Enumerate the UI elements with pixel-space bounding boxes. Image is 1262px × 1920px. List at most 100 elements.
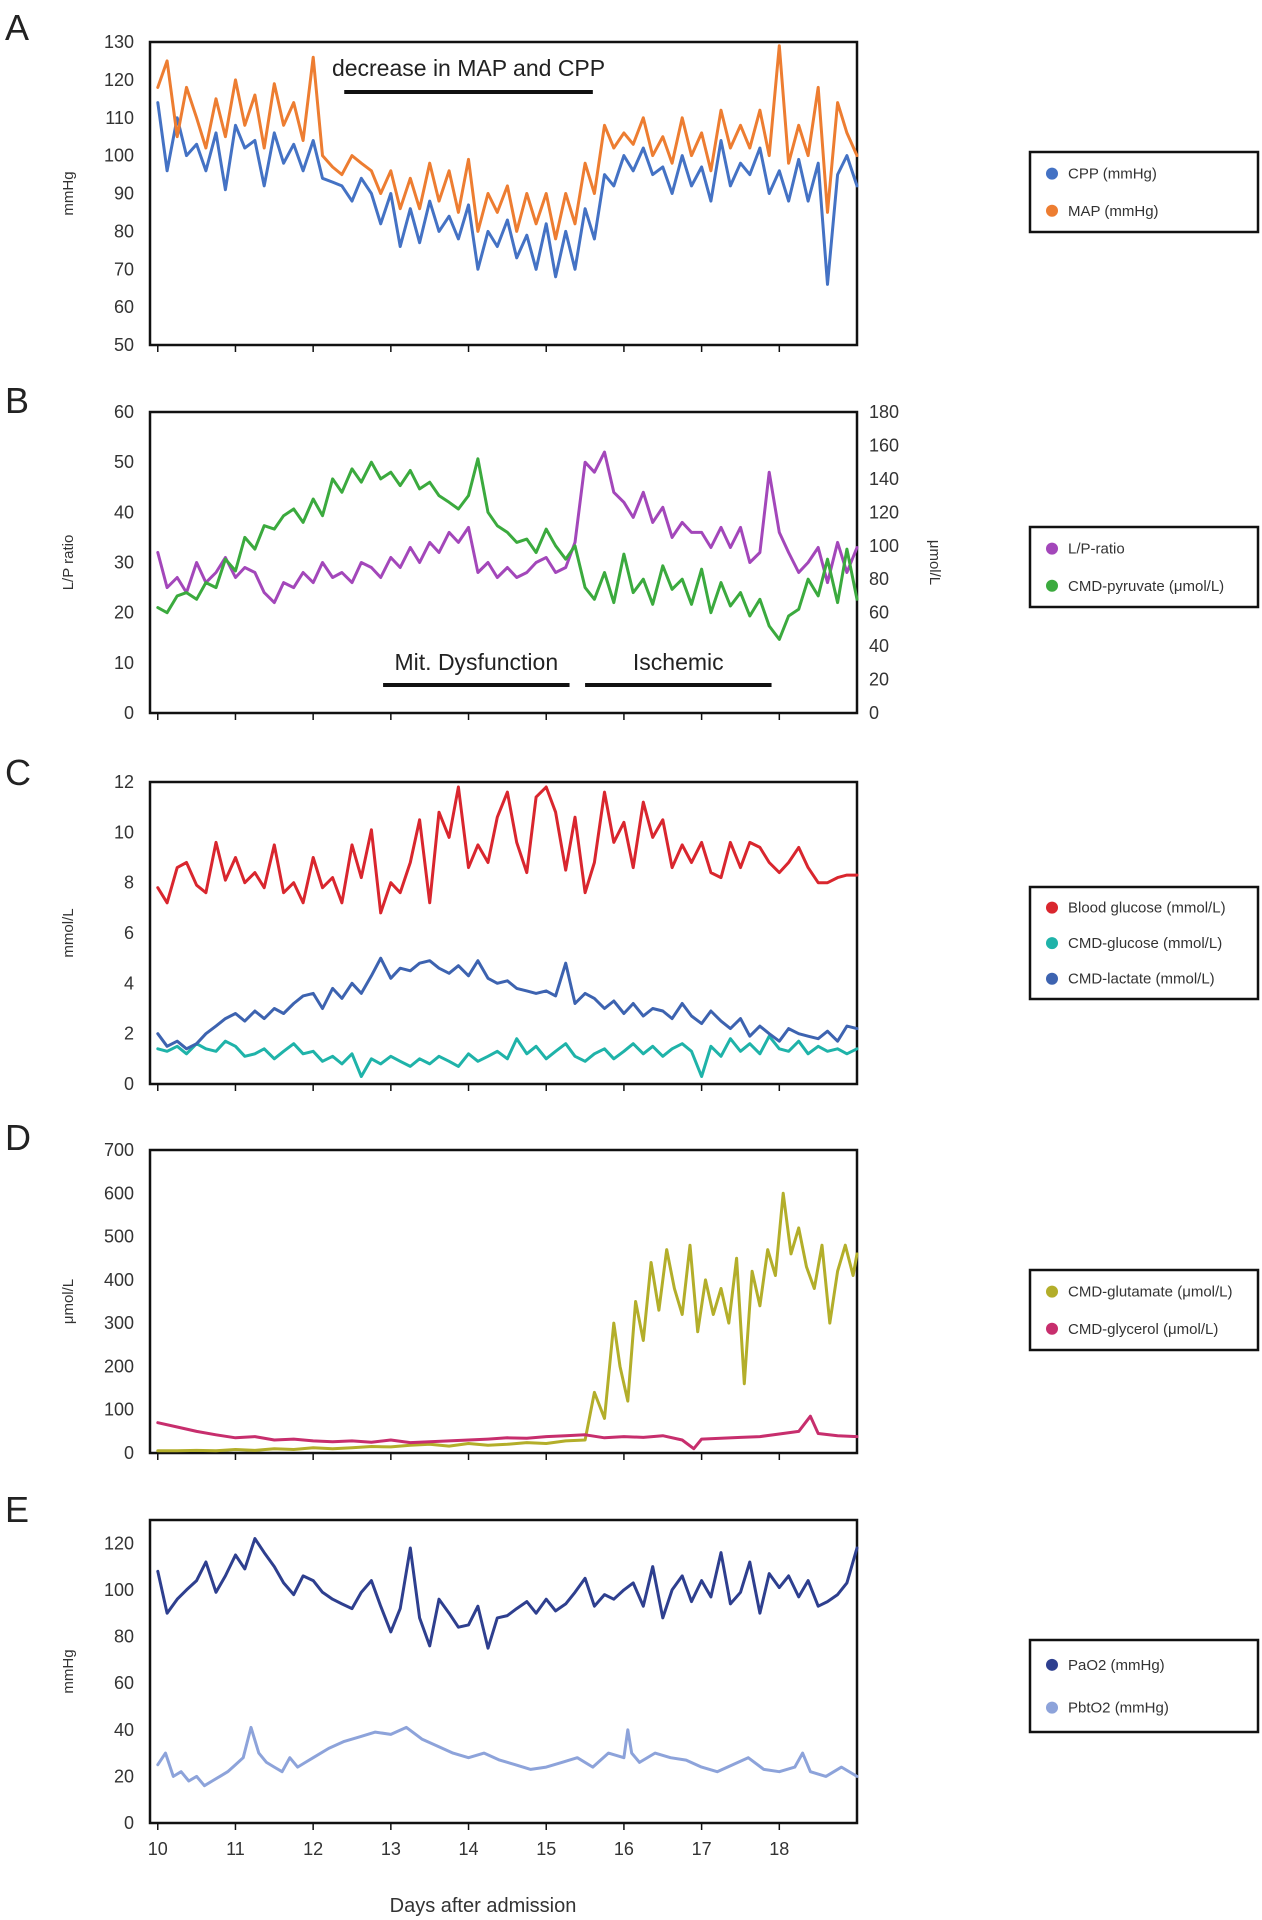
panel-d-y-tick-label: 600 [104,1183,134,1203]
panel-a-series-line-cpp-mmhg [156,101,859,286]
panel-e-y-axis-label: mmHg [60,1649,77,1693]
panel-e-y-tick-label: 20 [114,1766,134,1786]
panel-c-y-tick-label: 6 [124,923,134,943]
panel-c-legend-box [1028,885,1260,1001]
panel-d-series-line-cmd-glycerol-mol-l [156,1414,859,1451]
panel-c-legend-marker [1046,901,1058,914]
panel-e-x-tick-label: 17 [692,1839,712,1859]
panel-c-series-line-blood-glucose-mmol-l [156,785,859,915]
panel-c-legend-label: CMD-glucose (mmol/L) [1068,935,1222,952]
panel-c-series-line-cmd-glucose-mmol-l [156,1034,859,1078]
panel-b-y-axis-label: L/P ratio [60,535,77,591]
panel-letter-e: E [5,1489,29,1530]
panel-a-plot-frame [148,40,859,347]
panel-e-y-tick-label: 120 [104,1533,134,1553]
panel-d-plot-frame [148,1148,859,1455]
panel-b-y-tick-label: 20 [114,603,134,623]
panel-a-y-tick-label: 110 [105,108,134,128]
panel-c-y-axis-label: mmol/L [60,908,77,957]
panel-a-y-tick-label: 60 [114,297,134,317]
panel-letter-a: A [5,7,29,48]
panel-b-legend-marker [1046,542,1058,555]
panel-d-y-tick-label: 700 [104,1140,134,1160]
panel-d-series-line-cmd-glutamate-mol-l [156,1191,859,1453]
panel-b-y-tick-label: 60 [114,402,134,422]
panel-b-y-right-tick-label: 60 [869,603,889,623]
panel-e-x-tick-label: 13 [381,1839,401,1859]
panel-a-legend-box [1028,150,1260,234]
panel-b-legend-marker [1046,579,1058,592]
panel-e-series-line-pbto2-mmhg [156,1725,859,1788]
panel-c-legend-marker [1046,937,1058,950]
panel-b-plot-frame [148,410,859,715]
panel-a-annotation-text: decrease in MAP and CPP [332,55,605,81]
panel-b-y-right-tick-label: 160 [869,435,899,455]
panel-e-x-tick-label: 15 [536,1839,556,1859]
panel-d-legend-label: CMD-glycerol (μmol/L) [1068,1321,1218,1338]
panel-c-series-line-cmd-lactate-mmol-l [156,956,859,1051]
panel-d-y-tick-label: 0 [124,1443,134,1463]
panel-a-y-axis-label: mmHg [60,171,77,215]
panel-b-y-tick-label: 30 [114,553,134,573]
panel-letter-d: D [5,1117,31,1158]
panel-d-legend-marker [1046,1322,1058,1335]
panel-c-plot-frame [148,780,859,1086]
panel-e-x-tick-label: 16 [614,1839,634,1859]
panel-e-series-line-pao2-mmhg [156,1537,859,1650]
panel-a-series-line-map-mmhg [156,44,859,241]
panel-e-y-tick-label: 80 [114,1627,134,1647]
panel-c-y-tick-label: 4 [124,973,134,993]
panel-a-chart: 50 60 70 80 90 100 110 120 130 mmHg decrease in MA… [60,32,1260,355]
panel-c-y-tick-label: 0 [124,1074,134,1094]
panel-c-legend-label: Blood glucose (mmol/L) [1068,900,1226,917]
panel-a-legend-label: CPP (mmHg) [1068,166,1157,183]
panel-b-y-tick-label: 50 [114,452,134,472]
panel-d-chart: 0 100 200 300 400 500 600 700 μmol/L CMD-glutamat… [60,1140,1260,1463]
panel-c-y-tick-label: 8 [124,873,134,893]
panel-e-legend-marker [1046,1658,1058,1671]
panel-b-legend-box [1028,525,1260,609]
panel-b-series-line-cmd-pyruvate-mol-l [156,457,859,641]
panel-d-y-tick-label: 200 [104,1356,134,1376]
panel-e-x-tick-label: 12 [303,1839,323,1859]
panel-b-series-line-l-p-ratio [156,450,859,605]
panel-d-y-tick-label: 100 [104,1400,134,1420]
panel-e-y-tick-label: 100 [104,1580,134,1600]
panel-b-y-tick-label: 10 [114,653,134,673]
panel-b-y-right-tick-label: 140 [869,469,899,489]
panel-d-y-tick-label: 300 [104,1313,134,1333]
panel-a-y-tick-label: 80 [114,221,134,241]
panel-e-x-tick-label: 18 [769,1839,789,1859]
panel-b-y-right-tick-label: 120 [869,502,899,522]
panel-e-legend-box [1028,1638,1260,1734]
panel-a-legend-label: MAP (mmHg) [1068,203,1159,220]
panel-e-x-tick-label: 10 [148,1839,168,1859]
panel-d-y-tick-label: 400 [104,1270,134,1290]
panel-b-y-right-tick-label: 20 [869,670,889,690]
panel-c-legend-label: CMD-lactate (mmol/L) [1068,971,1215,988]
panel-b-y-right-axis-label: μmol/L [926,540,943,585]
panel-a-legend-marker [1046,167,1058,180]
panel-e-legend-label: PbtO2 (mmHg) [1068,1700,1169,1717]
panel-b-y-right-tick-label: 80 [869,569,889,589]
panel-d-y-tick-label: 500 [104,1227,134,1247]
panel-e-chart: 0 20 40 60 80 100 120 mmHg PaO2 (mmHg) PbtO2 (mmH… [60,1518,1260,1859]
x-axis-title: Days after admission [390,1895,577,1917]
panel-b-y-right-tick-label: 100 [869,536,899,556]
panel-e-legend-marker [1046,1701,1058,1714]
panel-e-y-tick-label: 40 [114,1720,134,1740]
panel-a-y-tick-label: 100 [104,146,134,166]
panel-a-y-tick-label: 130 [104,32,134,52]
panel-b-y-right-tick-label: 180 [869,402,899,422]
panel-b-annotation-text: Ischemic [633,649,724,675]
panel-c-y-tick-label: 12 [114,772,134,792]
panel-d-legend-label: CMD-glutamate (μmol/L) [1068,1284,1233,1301]
panel-c-chart: 0 2 4 6 8 10 12 mmol/L Blood glucose (mmol/L) CMD… [60,772,1260,1094]
panel-c-y-tick-label: 2 [124,1024,134,1044]
panel-b-legend-label: L/P-ratio [1068,541,1125,558]
panel-e-plot-frame [148,1518,859,1825]
panel-b-y-right-tick-label: 0 [869,703,879,723]
panel-a-y-tick-label: 90 [114,184,134,204]
panel-b-y-right-tick-label: 40 [869,636,889,656]
